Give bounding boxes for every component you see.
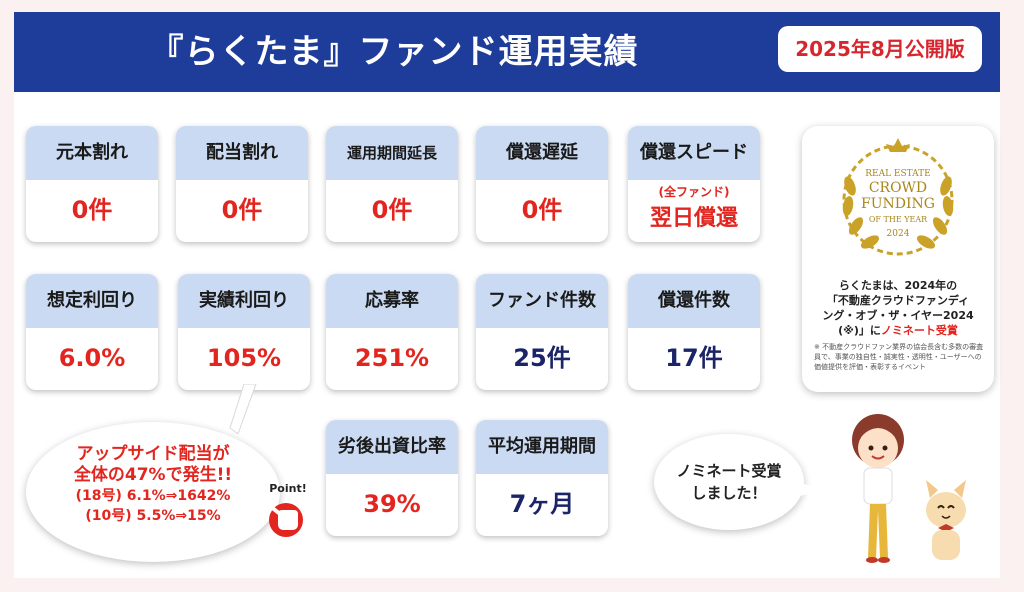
bubble-line: (18号) 6.1%⇒1642% (75, 488, 231, 504)
nominee-line: ノミネート受賞 (676, 462, 782, 480)
stat-label: 償還スピード (628, 126, 760, 180)
award-line2: CROWD (869, 180, 927, 196)
award-line3: FUNDING (861, 196, 935, 212)
stat-label: 実績利回り (178, 274, 310, 328)
laurel-wreath-icon: REAL ESTATE CROWD FUNDING OF THE YEAR 20… (842, 138, 954, 256)
stat-card-average-period: 平均運用期間 7ヶ月 (476, 420, 608, 536)
award-desc-line: ング・オブ・ザ・イヤー2024 (822, 309, 974, 322)
girl-character-icon (852, 414, 904, 563)
stat-label: 想定利回り (26, 274, 158, 328)
stat-value: 6.0% (58, 344, 126, 372)
stat-card-dividend-shortfall: 配当割れ 0件 (176, 126, 308, 242)
award-desc-line: 「不動産クラウドファンディ (826, 294, 970, 307)
award-note: ※ 不動産クラウドファン業界の協会長含む多数の審査員で、事業の独自性・誠実性・透… (814, 343, 984, 371)
award-line4: OF THE YEAR (869, 215, 928, 224)
bubble-line: 全体の47%で発生!! (73, 465, 233, 485)
stat-value: 25件 (513, 344, 571, 372)
stat-card-subscription-rate: 応募率 251% (326, 274, 458, 390)
stat-value: 7ヶ月 (509, 490, 575, 518)
stat-label: 償還件数 (628, 274, 760, 328)
nominee-bubble-tail (798, 482, 822, 496)
bubble-pointer (229, 384, 257, 434)
stat-value: 0件 (371, 196, 413, 224)
nominee-bubble: ノミネート受賞 しました！ (654, 434, 804, 530)
stat-value: 251% (354, 344, 430, 372)
stat-label: 配当割れ (176, 126, 308, 180)
stat-value: 17件 (665, 344, 723, 372)
stat-label: 運用期間延長 (326, 126, 458, 180)
stat-value: 105% (206, 344, 282, 372)
stat-label: ファンド件数 (476, 274, 608, 328)
bubble-line: アップサイド配当が (76, 444, 230, 464)
pointing-hand-icon: Point! (268, 482, 307, 537)
nominee-line: しました！ (691, 484, 767, 502)
date-badge: 2025年8月公開版 (778, 26, 982, 72)
stat-card-period-extension: 運用期間延長 0件 (326, 126, 458, 242)
award-year: 2024 (887, 229, 910, 239)
bubble-line: (10号) 5.5%⇒15% (85, 508, 221, 524)
award-desc-line: らくたまは、2024年の (838, 279, 958, 292)
award-desc-line: (※)」にノミネート受賞 (810, 323, 986, 338)
stat-value: 0件 (521, 196, 563, 224)
stat-label: 元本割れ (26, 126, 158, 180)
stat-card-redemption-speed: 償還スピード (全ファンド) 翌日償還 (628, 126, 760, 242)
stat-card-subordinated-ratio: 劣後出資比率 39% (326, 420, 458, 536)
stat-sublabel: (全ファンド) (658, 185, 730, 199)
infographic: 『らくたま』ファンド運用実績 2025年8月公開版 元本割れ 0件 配当割れ 0… (14, 12, 1000, 578)
stat-value-block: (全ファンド) 翌日償還 (628, 180, 760, 242)
cat-character-icon (926, 480, 966, 560)
stat-value: 0件 (71, 196, 113, 224)
stat-label: 劣後出資比率 (326, 420, 458, 474)
stat-label: 応募率 (326, 274, 458, 328)
stat-label: 平均運用期間 (476, 420, 608, 474)
stat-card-expected-yield: 想定利回り 6.0% (26, 274, 158, 390)
header-bar: 『らくたま』ファンド運用実績 2025年8月公開版 (14, 12, 1000, 92)
stat-card-principal-loss: 元本割れ 0件 (26, 126, 158, 242)
stat-label: 償還遅延 (476, 126, 608, 180)
stat-value: 0件 (221, 196, 263, 224)
stat-card-actual-yield: 実績利回り 105% (178, 274, 310, 390)
award-description: らくたまは、2024年の 「不動産クラウドファンディ ング・オブ・ザ・イヤー20… (810, 278, 986, 338)
point-label: Point! (269, 482, 307, 495)
award-line1: REAL ESTATE (865, 169, 931, 179)
award-desc-part: (※)」に (838, 324, 881, 337)
award-panel: REAL ESTATE CROWD FUNDING OF THE YEAR 20… (802, 126, 994, 392)
stat-value: 39% (363, 490, 421, 518)
stat-value: 翌日償還 (649, 206, 738, 231)
stat-card-redemption-count: 償還件数 17件 (628, 274, 760, 390)
stat-card-redemption-delay: 償還遅延 0件 (476, 126, 608, 242)
award-nominee-highlight: ノミネート受賞 (880, 324, 958, 337)
stat-card-fund-count: ファンド件数 25件 (476, 274, 608, 390)
page-title: 『らくたま』ファンド運用実績 (149, 32, 639, 72)
upside-dividend-bubble: アップサイド配当が 全体の47%で発生!! (18号) 6.1%⇒1642% (… (26, 422, 280, 562)
mascot-characters-illustration (852, 414, 966, 563)
